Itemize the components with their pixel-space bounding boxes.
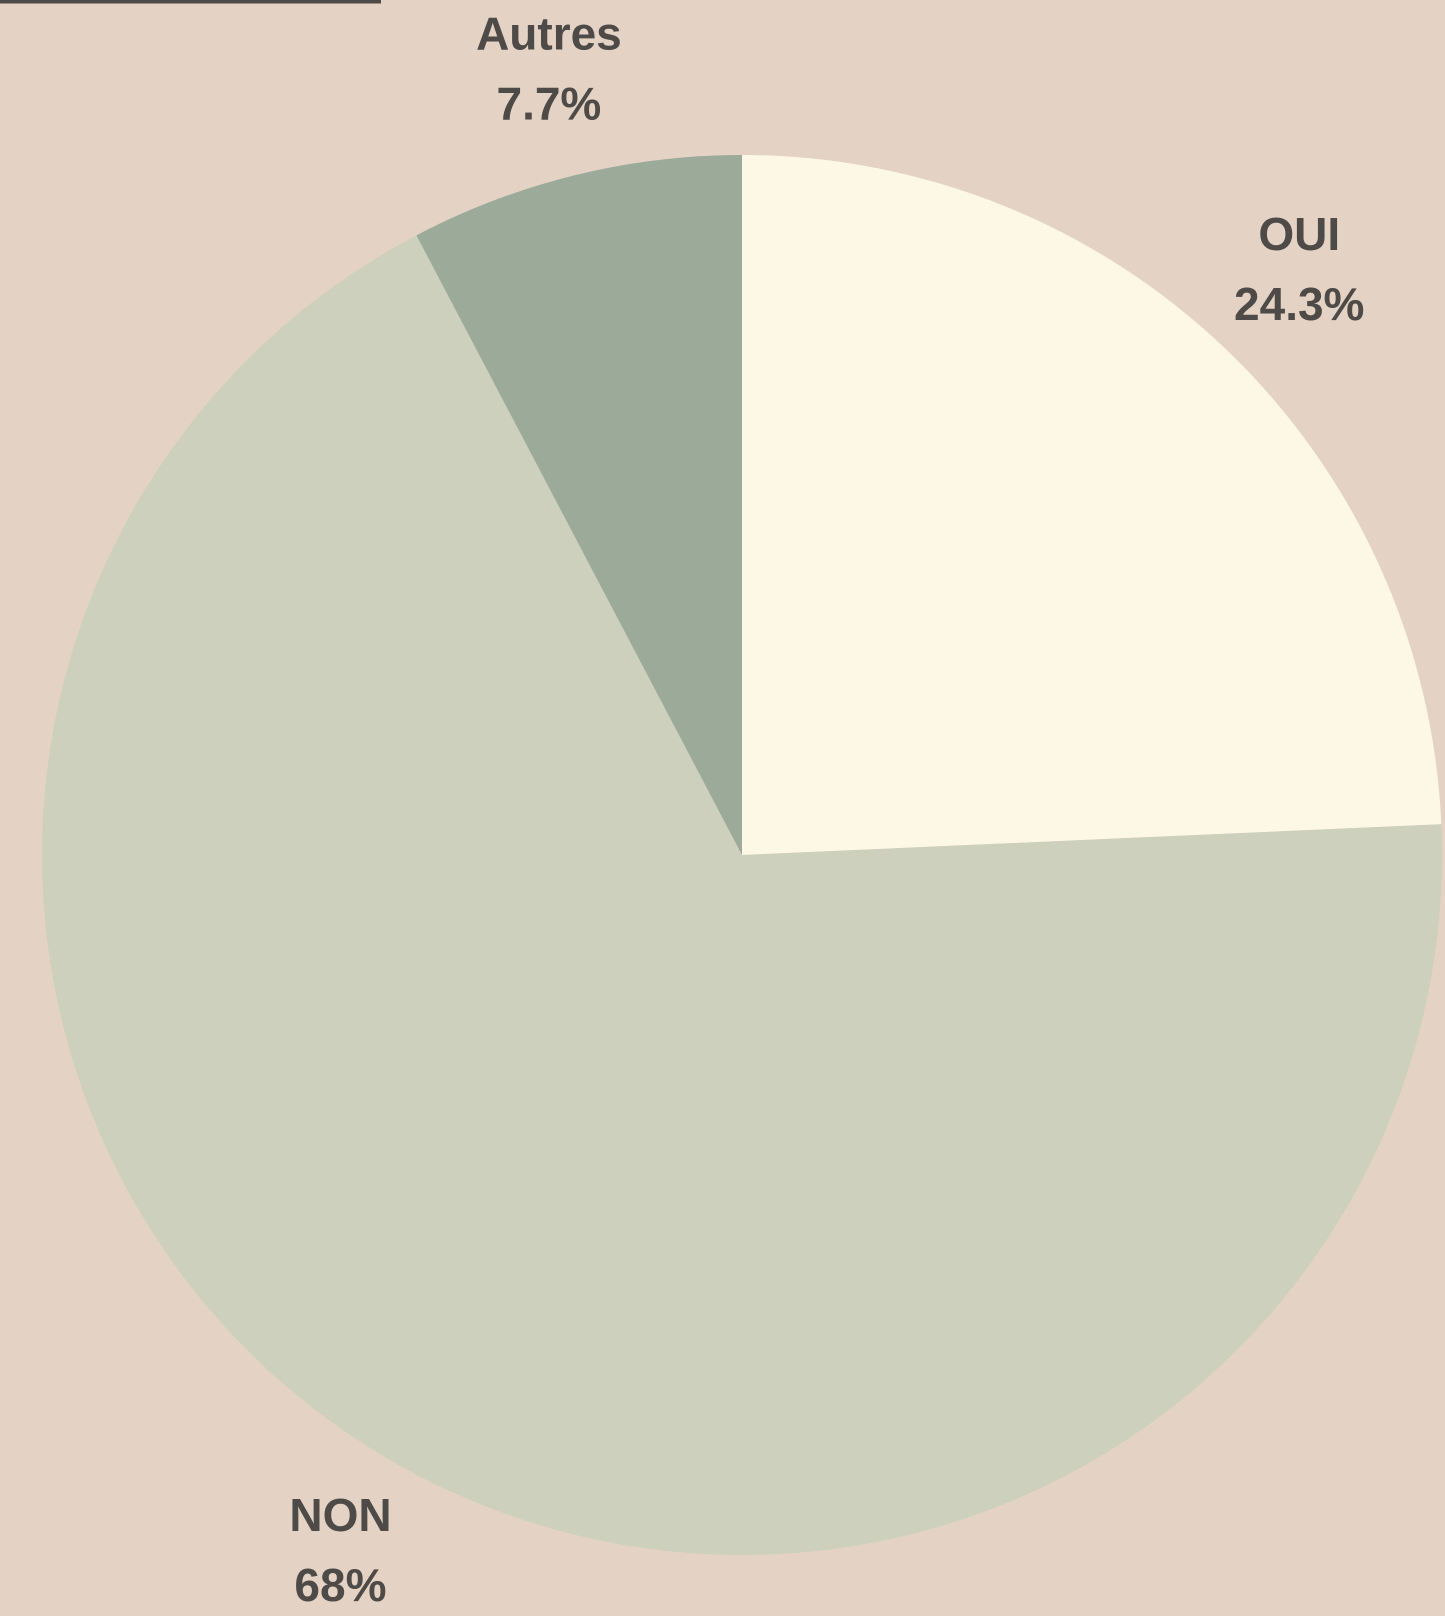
- pie-slice: [416, 155, 742, 855]
- slice-value-label: 7.7%: [496, 78, 601, 130]
- slice-label: NON: [289, 1489, 391, 1541]
- pie-slice: [41, 235, 1442, 1555]
- slice-value-label: 24.3%: [1234, 278, 1364, 330]
- slice-label: Autres: [476, 8, 622, 60]
- pie-slice: [742, 155, 1442, 855]
- slice-value-label: 68%: [294, 1559, 386, 1611]
- slice-label: OUI: [1258, 208, 1340, 260]
